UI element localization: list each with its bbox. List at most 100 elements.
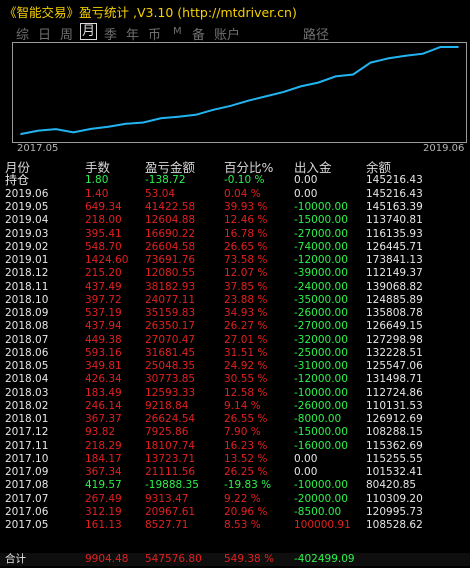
holding-cash-flow: 0.00 [294,174,318,186]
row-lots: 419.57 [85,479,122,492]
row-month: 2018.10 [5,293,49,306]
table-row: 2017.07 267.49 9313.47 9.22 % -20000.00 11030… [0,493,470,506]
table-row: 2017.05 161.13 8527.71 8.53 % 100000.91 10852… [0,519,470,532]
equity-chart [12,42,467,143]
row-pct: 8.53 % [224,519,261,531]
row-balance: 112724.86 [366,386,423,399]
table-row: 2018.08 437.94 26350.17 26.27 % -27000.00 126… [0,320,470,333]
row-lots: 184.17 [85,452,122,465]
row-pnl: 9313.47 [145,492,189,505]
row-cash-flow: -27000.00 [294,227,348,240]
row-pct: 39.93 % [224,201,268,214]
tab-summary[interactable]: 综 [16,28,30,43]
total-pnl: 547576.80 [145,553,202,565]
row-month: 2017.10 [5,452,49,465]
table-row: 2018.02 246.14 9218.84 9.14 % -26000.00 11013… [0,400,470,413]
header-lots: 手数 [85,160,111,175]
row-pnl: 16690.22 [145,227,196,240]
header-cash-flow: 出入金 [294,160,332,175]
row-balance: 112149.37 [366,267,423,280]
equity-point-2018.07 [264,95,267,98]
row-pct: 26.55 % [224,413,268,426]
row-cash-flow: -74000.00 [294,240,348,253]
row-lots: 367.37 [85,413,122,426]
row-cash-flow: -25000.00 [294,346,348,359]
equity-point-2017.07 [55,128,57,130]
row-balance: 126912.69 [366,413,423,426]
row-balance: 135808.78 [366,307,423,320]
row-lots: 218.00 [85,214,122,227]
row-pct: 26.25 % [224,466,268,479]
tab-weekly[interactable]: 周 [60,28,74,43]
row-lots: 437.49 [85,280,122,293]
equity-point-2018.12 [352,73,354,76]
row-pnl: 12604.88 [145,214,196,227]
equity-line [20,46,458,135]
row-pct: 34.93 % [224,307,268,320]
total-pct: 549.38 % [224,553,275,565]
row-lots: 367.34 [85,466,122,479]
row-pnl: 38182.93 [145,280,196,293]
row-month: 2018.08 [5,320,49,333]
tab-monthly[interactable]: 月 [80,23,98,40]
table-row: 2018.09 537.19 35159.83 34.93 % -26000.00 135… [0,307,470,320]
equity-chart-svg [20,46,459,135]
row-balance: 116135.93 [366,227,423,240]
row-lots: 437.94 [85,320,122,333]
tab-notes[interactable]: 备 [192,28,206,43]
equity-point-2019.03 [404,54,407,57]
table-row: 2018.06 593.16 31681.45 31.51 % -25000.00 132… [0,347,470,360]
holding-lots: 1.80 [85,174,109,186]
row-pnl: 20967.61 [145,505,196,518]
table-row: 2018.01 367.37 26624.54 26.55 % -8000.00 1269… [0,413,470,426]
row-pnl: 26624.54 [145,413,196,426]
row-balance: 132228.51 [366,346,423,359]
m-icon[interactable]: M [173,26,182,37]
row-month: 2018.09 [5,307,49,320]
tab-path[interactable]: 路径 [303,28,330,43]
tab-account[interactable]: 账户 [214,28,241,43]
row-month: 2018.04 [5,373,49,386]
row-balance: 139068.82 [366,280,423,293]
row-pnl: 41422.58 [145,201,196,214]
row-balance: 173841.13 [366,254,423,267]
row-cash-flow: -39000.00 [294,267,348,280]
table-row: 2018.12 215.20 12080.55 12.07 % -39000.00 112… [0,267,470,280]
row-lots: 593.16 [85,346,122,359]
row-balance: 110309.20 [366,492,423,505]
row-month: 2019.01 [5,254,49,267]
tab-quarterly[interactable]: 季 [104,28,118,43]
row-lots: 246.14 [85,399,122,412]
row-lots: 537.19 [85,307,122,320]
row-cash-flow: -26000.00 [294,307,348,320]
row-pct: 12.58 % [224,386,268,399]
row-pnl: 9218.84 [145,399,189,412]
holding-row: 持仓 1.80 -138.72 -0.10 % 0.00 145216.43 [0,174,470,187]
row-pct: 23.88 % [224,293,268,306]
table-row: 2017.08 419.57 -19888.35 -19.83 % -10000.00 8… [0,479,470,492]
tab-yearly[interactable]: 年 [126,28,140,43]
row-pct: 24.92 % [224,360,268,373]
row-month: 2017.11 [5,439,49,452]
row-month: 2017.09 [5,466,49,479]
row-pnl: -19888.35 [145,479,199,492]
row-pct: 26.27 % [224,320,268,333]
equity-point-2018.03 [194,113,197,116]
table-row: 2019.03 395.41 16690.22 16.78 % -27000.00 116… [0,228,470,241]
row-lots: 93.82 [85,426,116,439]
row-balance: 126649.15 [366,320,423,333]
row-cash-flow: -15000.00 [294,426,348,439]
row-balance: 126445.71 [366,240,423,253]
row-cash-flow: -32000.00 [294,333,348,346]
tab-daily[interactable]: 日 [38,28,52,43]
row-balance: 125547.06 [366,360,423,373]
equity-point-2017.10 [107,125,110,128]
table-row: 2018.10 397.72 24077.11 23.88 % -35000.00 124… [0,294,470,307]
header-month: 月份 [5,160,31,175]
row-month: 2019.03 [5,227,49,240]
header-pnl: 盈亏金额 [145,160,196,175]
holding-balance: 145216.43 [366,174,423,186]
table-row: 2017.12 93.82 7925.86 7.90 % -15000.00 108288… [0,426,470,439]
row-pnl: 53.04 [145,188,176,200]
tab-currency[interactable]: 币 [148,28,162,43]
